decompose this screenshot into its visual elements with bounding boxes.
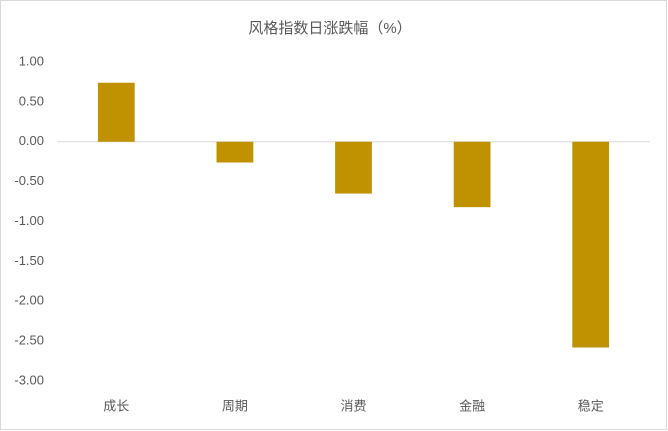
bar	[453, 141, 491, 208]
bar	[97, 82, 135, 142]
y-tick-label: 0.00	[19, 133, 44, 148]
y-tick-label: 1.00	[19, 53, 44, 68]
bar	[335, 141, 372, 194]
y-tick-label: 0.50	[19, 93, 44, 108]
bar	[216, 141, 254, 163]
x-tick-label: 周期	[222, 398, 248, 413]
y-tick-label: -1.00	[14, 213, 44, 228]
x-tick-label: 消费	[340, 398, 366, 413]
x-tick-label: 金融	[459, 398, 485, 413]
y-tick-label: -2.50	[14, 333, 44, 348]
chart-title: 风格指数日涨跌幅（%）	[248, 20, 411, 37]
y-tick-label: -3.00	[14, 372, 44, 387]
bar	[572, 141, 610, 348]
x-tick-label: 成长	[103, 398, 129, 413]
x-tick-label: 稳定	[578, 398, 604, 413]
y-tick-label: -2.00	[14, 293, 44, 308]
y-tick-label: -0.50	[14, 173, 44, 188]
y-tick-label: -1.50	[14, 253, 44, 268]
